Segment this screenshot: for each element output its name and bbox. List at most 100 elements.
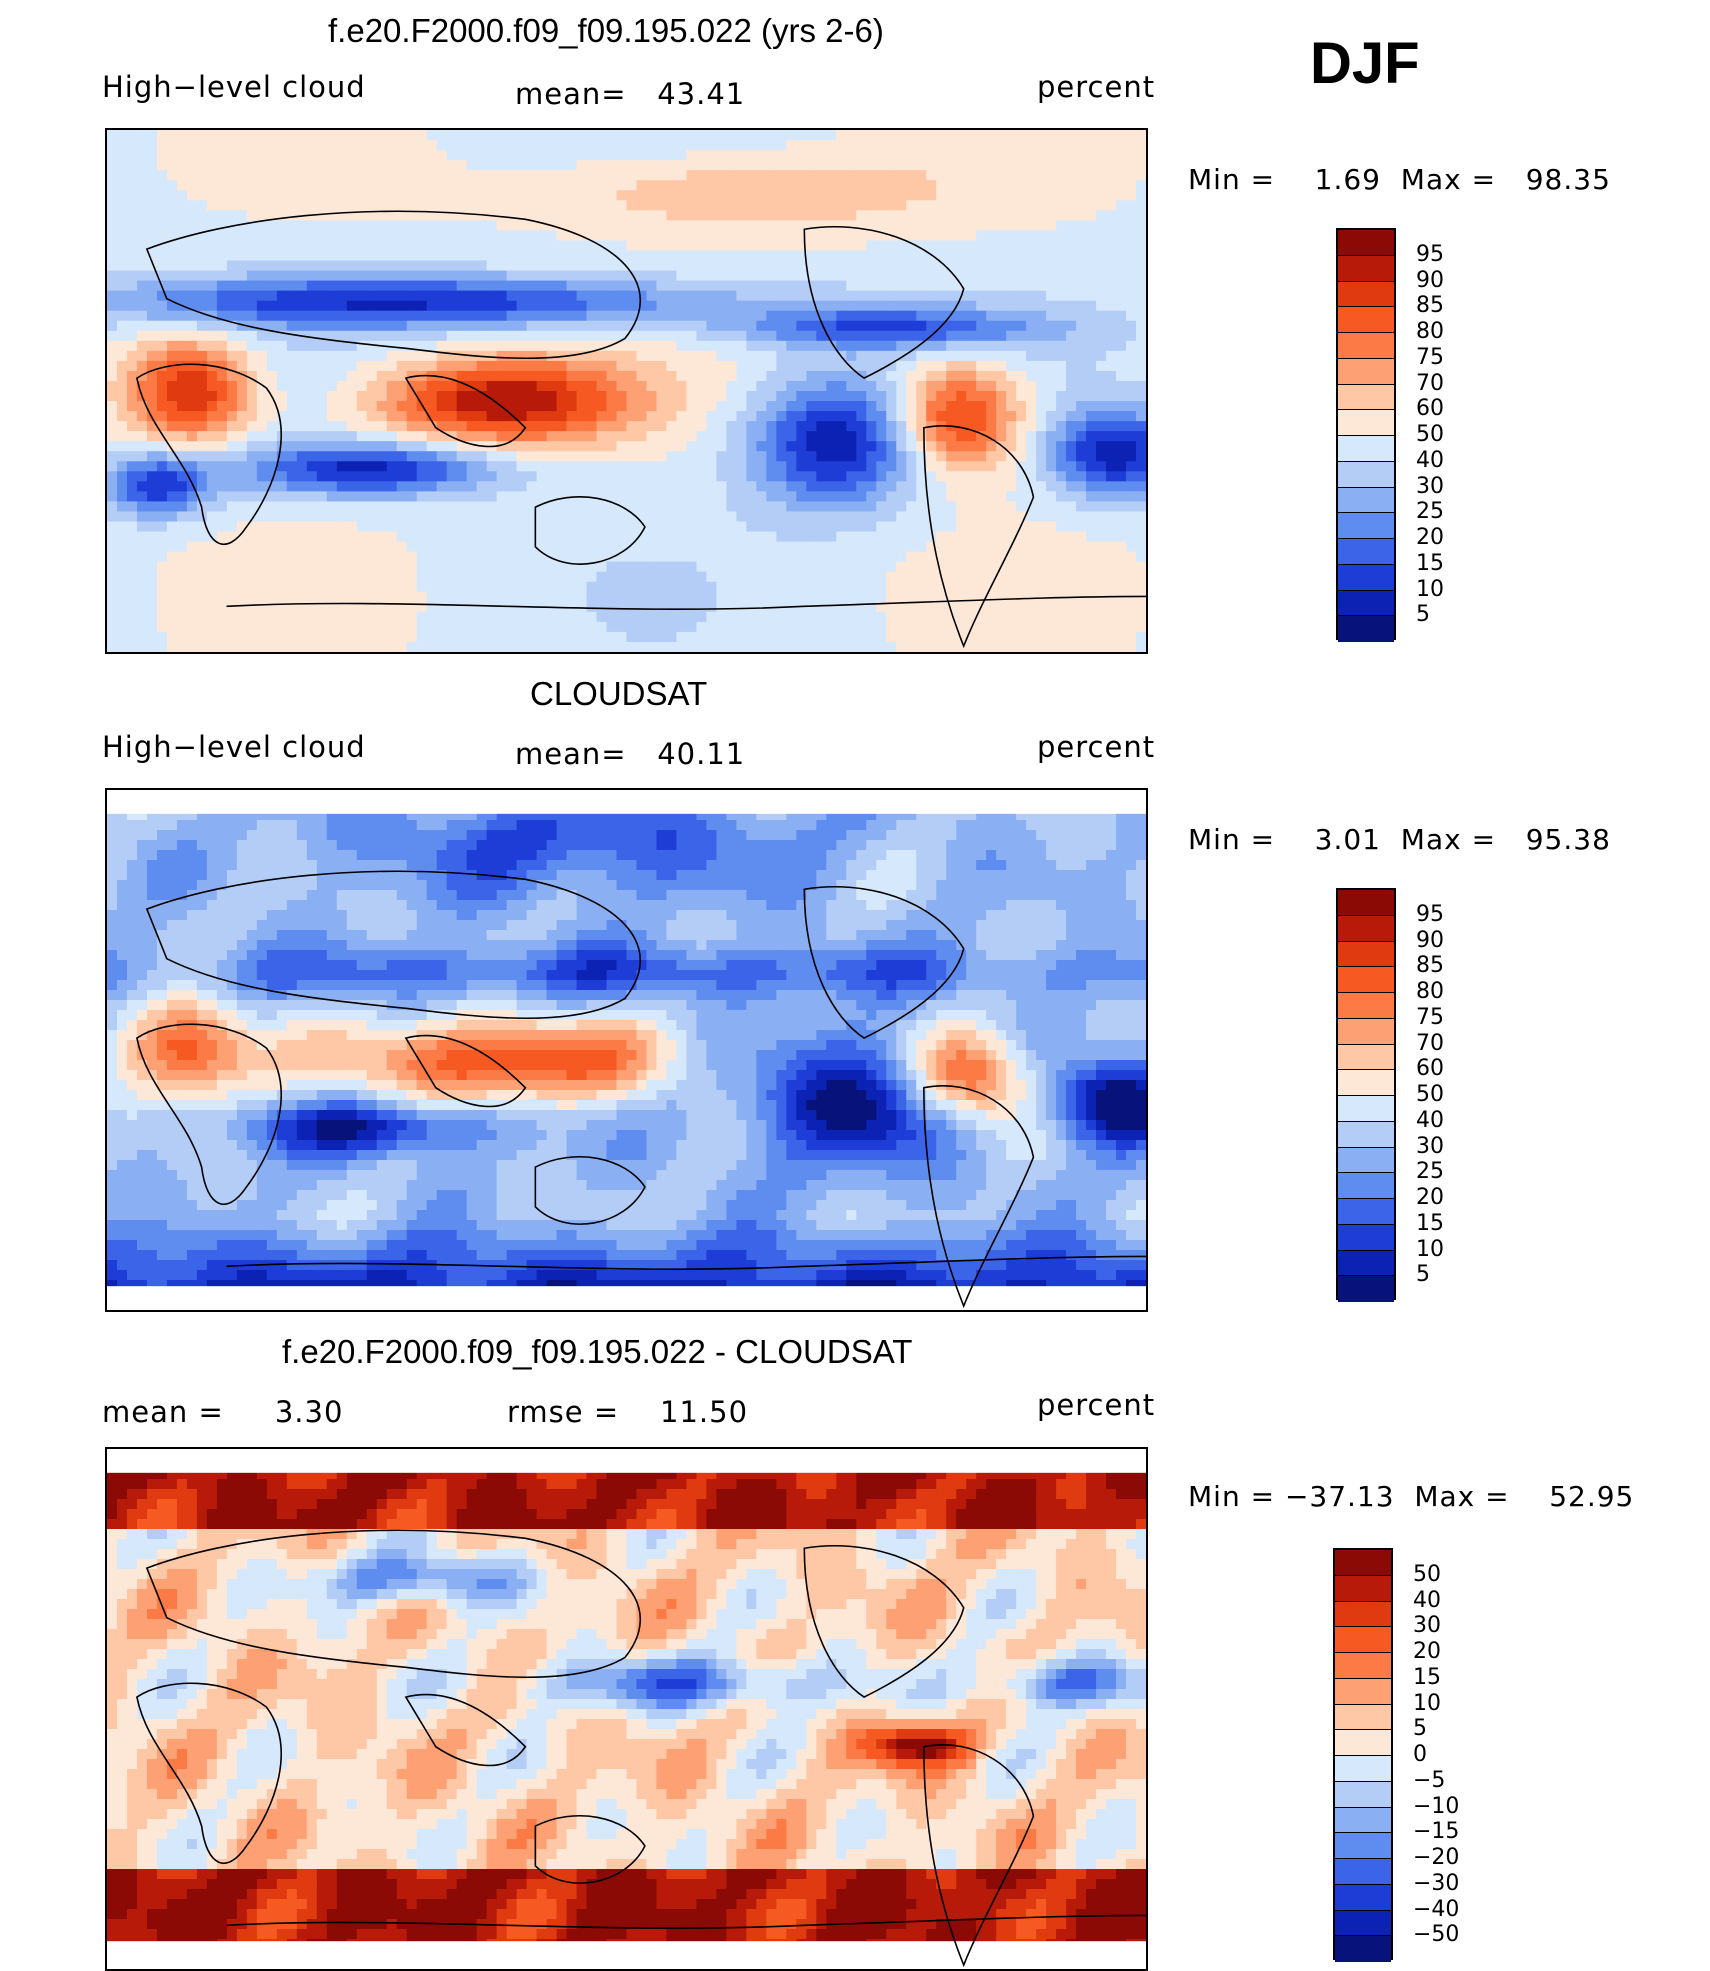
colorbar-swatch: [1338, 436, 1394, 462]
colorbar-swatch: [1338, 591, 1394, 617]
colorbar-tick-label: 15: [1413, 1665, 1441, 1690]
panel-2-units-label: percent: [1037, 730, 1155, 764]
colorbar-tick-label: 70: [1416, 1031, 1444, 1056]
colorbar-tick-label: 25: [1416, 499, 1444, 524]
colorbar-swatch: [1338, 1251, 1394, 1277]
colorbar-tick-label: 5: [1413, 1716, 1427, 1741]
panel-1-map: [105, 128, 1148, 654]
colorbar-tick-label: 25: [1416, 1159, 1444, 1184]
colorbar-swatch: [1338, 916, 1394, 942]
colorbar-swatch: [1335, 1627, 1391, 1653]
colorbar-tick-label: 50: [1416, 422, 1444, 447]
panel-1-contour-field: [107, 130, 1146, 652]
panel-3-contour-field: [107, 1449, 1146, 1969]
colorbar-swatch: [1335, 1936, 1391, 1962]
colorbar-tick-label: 40: [1413, 1588, 1441, 1613]
colorbar-swatch: [1338, 385, 1394, 411]
colorbar-tick-label: −5: [1413, 1768, 1445, 1793]
colorbar-swatch: [1335, 1653, 1391, 1679]
panel-3-map: [105, 1447, 1148, 1971]
colorbar-swatch: [1338, 539, 1394, 565]
colorbar-swatch: [1335, 1756, 1391, 1782]
panel-2-mean-label: mean= 40.11: [515, 737, 745, 771]
colorbar-tick-label: 30: [1413, 1613, 1441, 1638]
colorbar-swatch: [1338, 1173, 1394, 1199]
colorbar-tick-label: 75: [1416, 1005, 1444, 1030]
colorbar-swatch: [1338, 256, 1394, 282]
colorbar-tick-label: 10: [1416, 577, 1444, 602]
colorbar-tick-label: 20: [1416, 1185, 1444, 1210]
colorbar-swatch: [1338, 890, 1394, 916]
panel-1-units-label: percent: [1037, 70, 1155, 104]
colorbar-tick-label: 40: [1416, 448, 1444, 473]
colorbar-tick-label: 5: [1416, 1262, 1430, 1287]
colorbar-swatch: [1335, 1550, 1391, 1576]
colorbar-box: [1336, 888, 1396, 1300]
colorbar-swatch: [1338, 1122, 1394, 1148]
colorbar-tick-label: 70: [1416, 371, 1444, 396]
colorbar-swatch: [1338, 1045, 1394, 1071]
colorbar-swatch: [1338, 942, 1394, 968]
panel-3-minmax: Min = −37.13 Max = 52.95: [1188, 1480, 1634, 1513]
colorbar-swatch: [1335, 1730, 1391, 1756]
panel-3-units-label: percent: [1037, 1388, 1155, 1422]
colorbar-swatch: [1335, 1679, 1391, 1705]
colorbar-tick-label: −50: [1413, 1922, 1459, 1947]
colorbar-swatch: [1338, 967, 1394, 993]
colorbar-tick-label: 15: [1416, 551, 1444, 576]
colorbar-swatch: [1338, 1148, 1394, 1174]
colorbar-tick-label: 75: [1416, 345, 1444, 370]
colorbar-swatch: [1338, 616, 1394, 642]
colorbar-swatch: [1338, 462, 1394, 488]
colorbar-tick-label: 30: [1416, 474, 1444, 499]
colorbar-swatch: [1338, 282, 1394, 308]
colorbar-swatch: [1338, 1096, 1394, 1122]
colorbar-swatch: [1338, 230, 1394, 256]
colorbar-tick-label: 10: [1413, 1691, 1441, 1716]
colorbar-swatch: [1338, 1225, 1394, 1251]
panel-2-map: [105, 788, 1148, 1312]
colorbar-tick-label: −15: [1413, 1819, 1459, 1844]
panel-3-rmse-label: rmse = 11.50: [507, 1395, 748, 1429]
colorbar-tick-label: 0: [1413, 1742, 1427, 1767]
colorbar-swatch: [1335, 1782, 1391, 1808]
colorbar-swatch: [1335, 1911, 1391, 1937]
colorbar-swatch: [1338, 565, 1394, 591]
colorbar-swatch: [1338, 333, 1394, 359]
panel-1-minmax: Min = 1.69 Max = 98.35: [1188, 163, 1611, 196]
panel-2-variable-label: High−level cloud: [102, 730, 366, 764]
season-label: DJF: [1310, 30, 1420, 97]
colorbar-tick-label: 30: [1416, 1134, 1444, 1159]
colorbar-tick-label: 80: [1416, 979, 1444, 1004]
colorbar-swatch: [1335, 1859, 1391, 1885]
panel-3-title: f.e20.F2000.f09_f09.195.022 - CLOUDSAT: [282, 1333, 912, 1371]
colorbar-box: [1336, 228, 1396, 640]
colorbar-swatch: [1338, 1070, 1394, 1096]
colorbar-swatch: [1338, 307, 1394, 333]
colorbar-swatch: [1338, 359, 1394, 385]
colorbar-tick-label: 50: [1413, 1562, 1441, 1587]
colorbar-swatch: [1335, 1705, 1391, 1731]
panel-2-title: CLOUDSAT: [530, 675, 707, 713]
colorbar-tick-label: 40: [1416, 1108, 1444, 1133]
colorbar-tick-label: −40: [1413, 1897, 1459, 1922]
colorbar-swatch: [1338, 488, 1394, 514]
colorbar-tick-label: 5: [1416, 602, 1430, 627]
colorbar-swatch: [1335, 1576, 1391, 1602]
colorbar-tick-label: 10: [1416, 1237, 1444, 1262]
colorbar-tick-label: 60: [1416, 1056, 1444, 1081]
colorbar-swatch: [1338, 1199, 1394, 1225]
colorbar-swatch: [1335, 1885, 1391, 1911]
colorbar-tick-label: 85: [1416, 293, 1444, 318]
colorbar-swatch: [1335, 1602, 1391, 1628]
colorbar-swatch: [1338, 1276, 1394, 1302]
panel-1-variable-label: High−level cloud: [102, 70, 366, 104]
colorbar-tick-label: 15: [1416, 1211, 1444, 1236]
panel-1-title: f.e20.F2000.f09_f09.195.022 (yrs 2-6): [328, 12, 884, 50]
colorbar-tick-label: −10: [1413, 1794, 1459, 1819]
colorbar-tick-label: 95: [1416, 902, 1444, 927]
colorbar-tick-label: 85: [1416, 953, 1444, 978]
colorbar-tick-label: 20: [1416, 525, 1444, 550]
panel-1-mean-label: mean= 43.41: [515, 77, 745, 111]
colorbar-swatch: [1338, 513, 1394, 539]
